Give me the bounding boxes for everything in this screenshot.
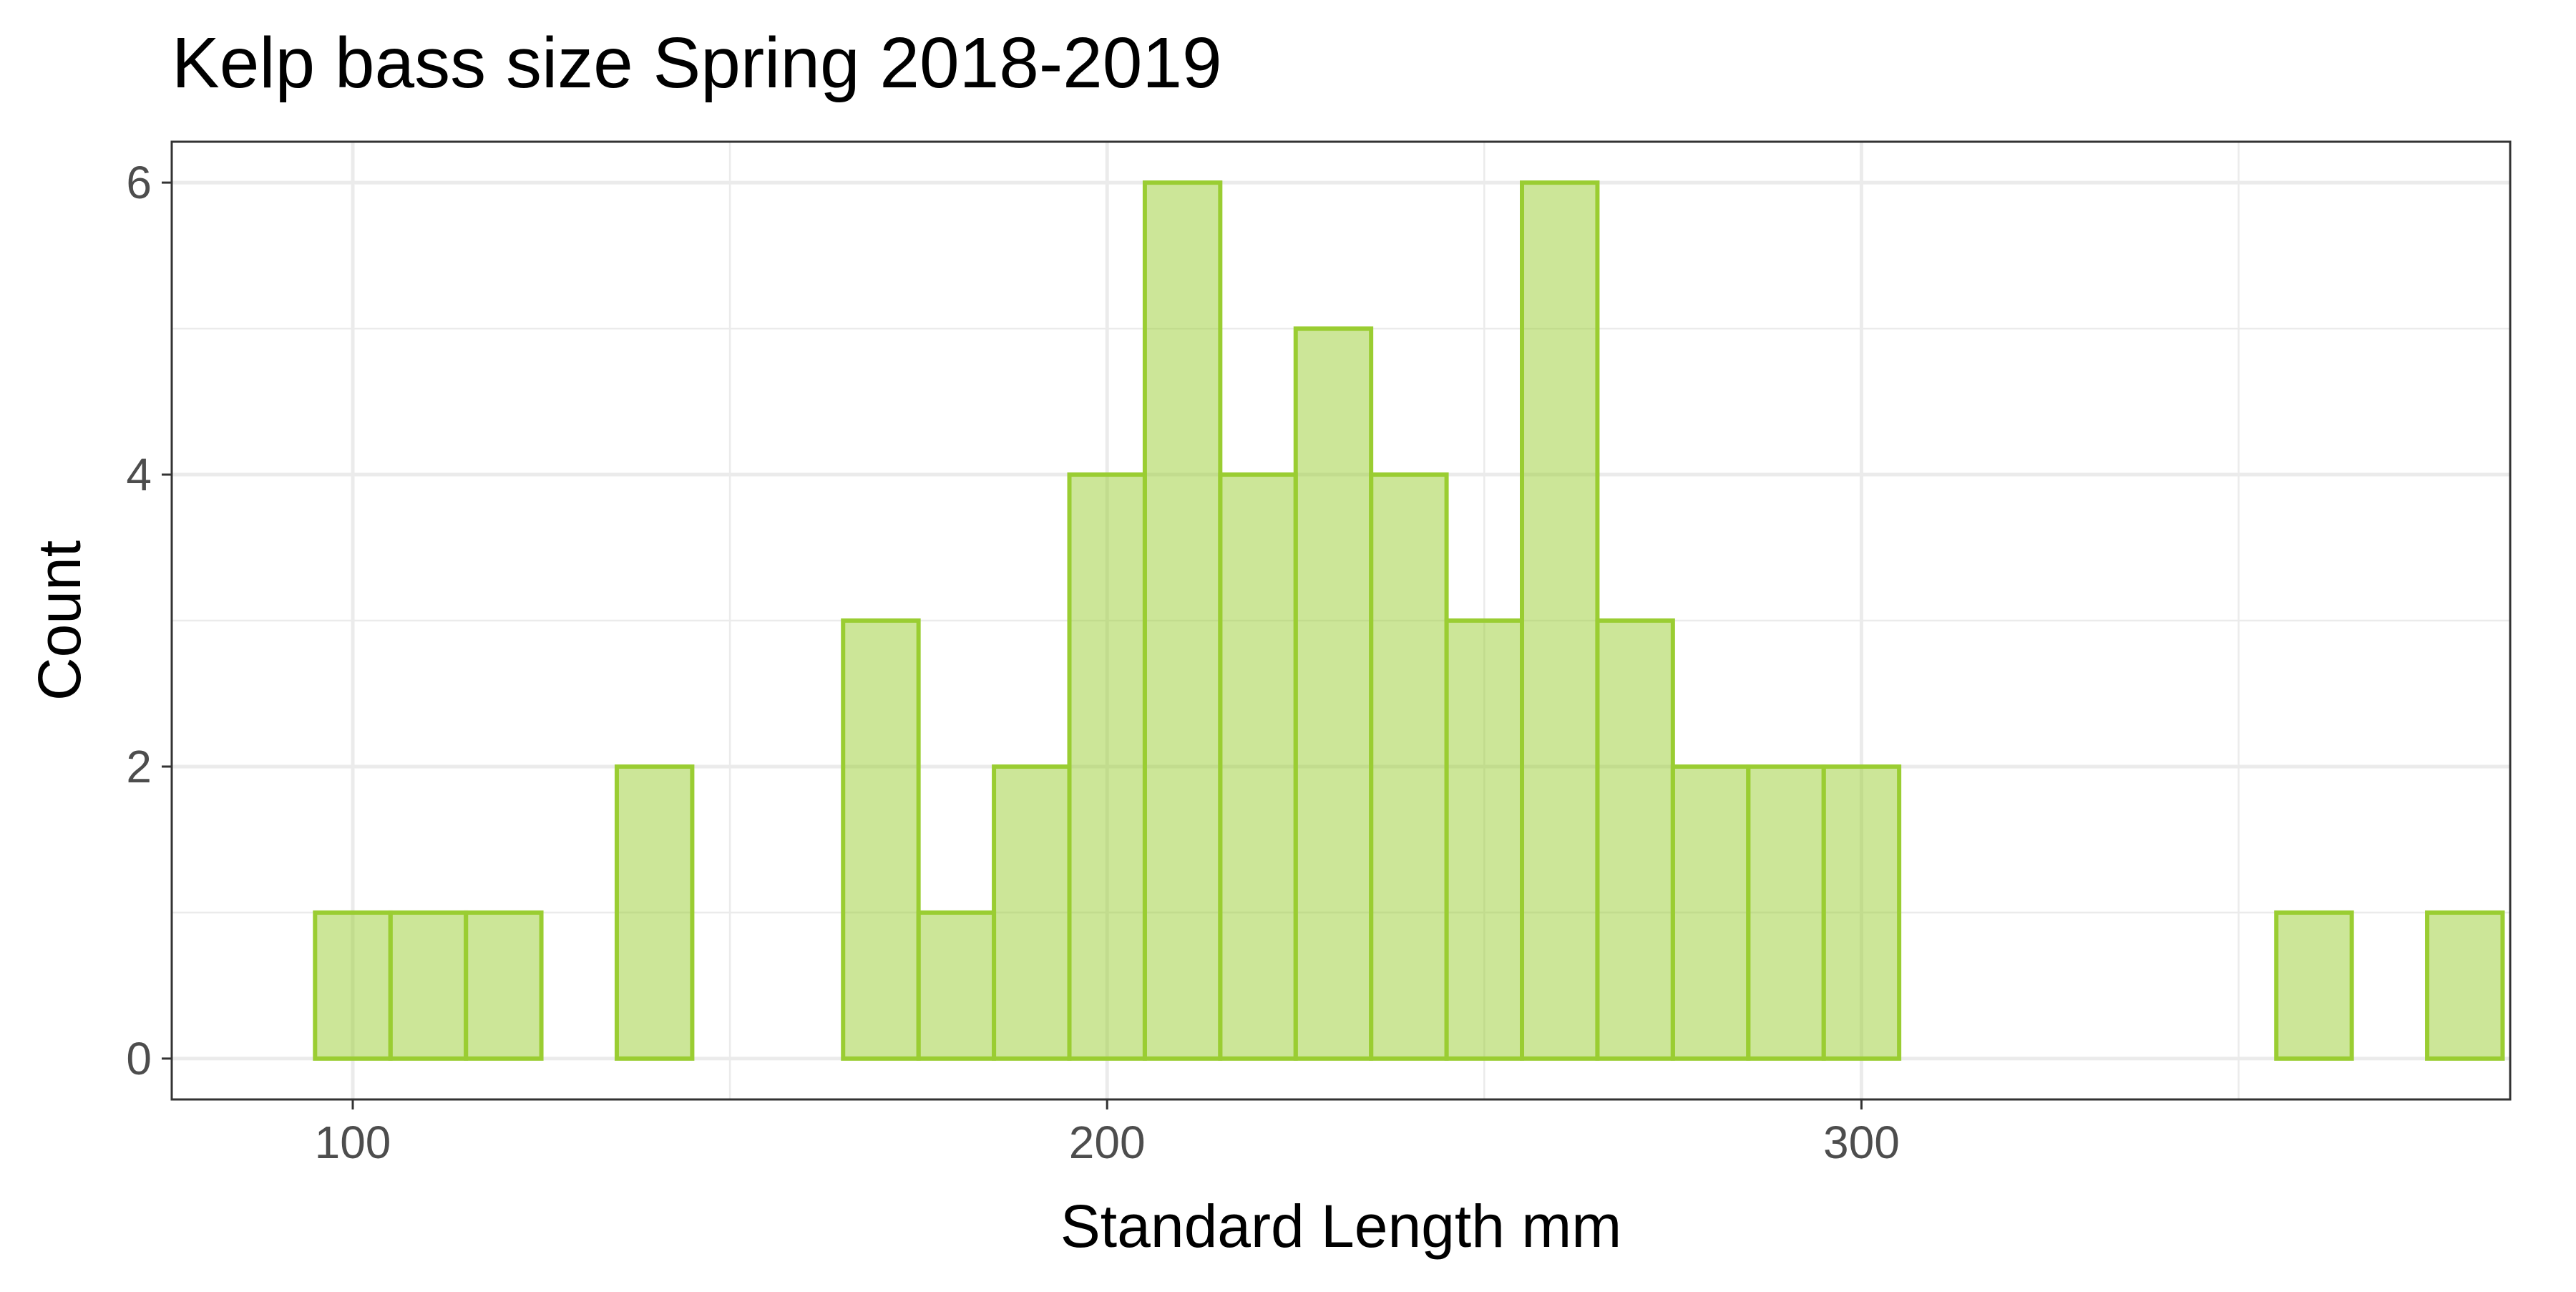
histogram-bar	[1746, 764, 1826, 1061]
histogram-bar	[1595, 618, 1675, 1061]
histogram-bar	[388, 910, 469, 1061]
histogram-bar	[1444, 618, 1525, 1061]
histogram-bar	[2425, 910, 2505, 1061]
histogram-bar	[1670, 764, 1751, 1061]
histogram-bar	[916, 910, 997, 1061]
histogram-bar	[1369, 472, 1449, 1061]
plot-panel-border	[170, 140, 2512, 1101]
x-tick-label: 200	[1069, 1117, 1146, 1168]
axis-ticks: 100 200 300 0 2 4 6	[126, 157, 1899, 1168]
histogram-bar	[1520, 180, 1600, 1061]
x-tick-label: 100	[315, 1117, 391, 1168]
y-tick-label: 2	[126, 741, 152, 792]
y-tick-label: 0	[126, 1033, 152, 1084]
histogram-bar	[1067, 472, 1147, 1061]
histogram-bar	[841, 618, 921, 1061]
histogram-bar	[614, 764, 695, 1061]
chart-title: Kelp bass size Spring 2018-2019	[172, 23, 1222, 103]
histogram-bars	[313, 180, 2505, 1061]
histogram-bar	[1218, 472, 1298, 1061]
histogram-bar	[313, 910, 393, 1061]
histogram-bar	[464, 910, 544, 1061]
histogram-bar	[1293, 326, 1374, 1061]
histogram-bar	[2274, 910, 2354, 1061]
y-tick-label: 4	[126, 449, 152, 500]
y-tick-label: 6	[126, 157, 152, 208]
histogram-bar	[992, 764, 1072, 1061]
y-axis-title: Count	[26, 540, 93, 701]
x-tick-label: 300	[1823, 1117, 1900, 1168]
x-axis-title: Standard Length mm	[1060, 1193, 1621, 1260]
histogram-bar	[1142, 180, 1223, 1061]
histogram-bar	[1821, 764, 1902, 1061]
